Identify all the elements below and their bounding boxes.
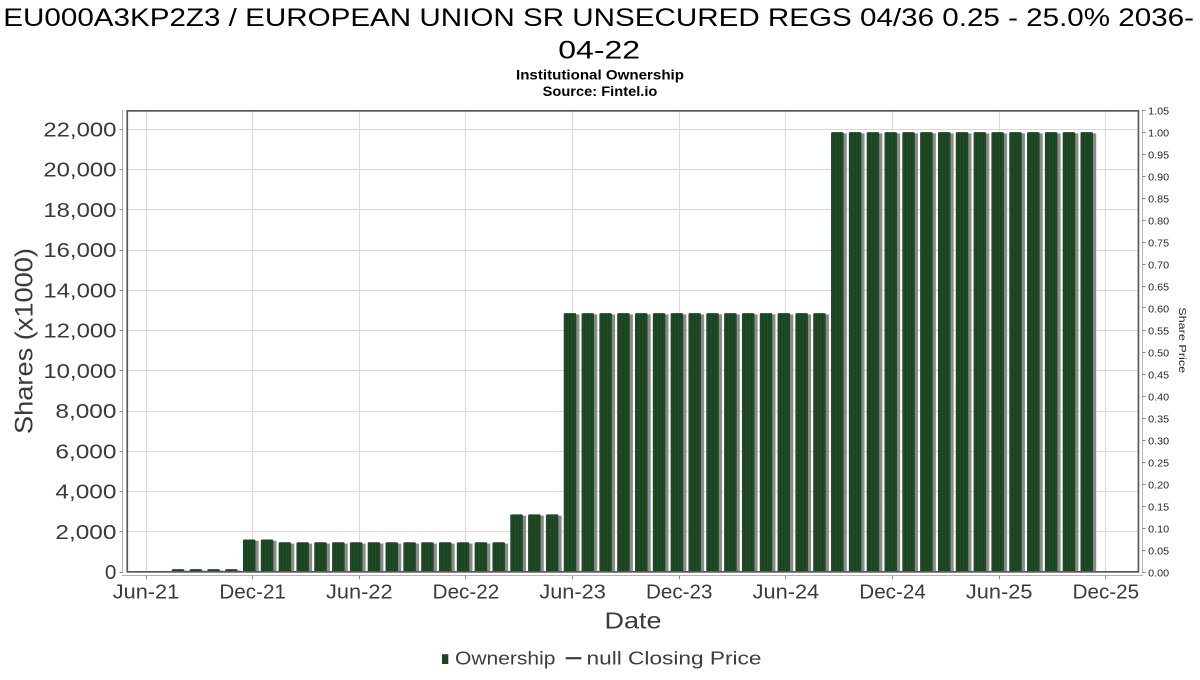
svg-text:0.15: 0.15 xyxy=(1148,503,1169,514)
svg-text:16,000: 16,000 xyxy=(43,239,116,262)
svg-text:0.90: 0.90 xyxy=(1148,173,1169,184)
svg-text:1.00: 1.00 xyxy=(1148,129,1169,140)
svg-text:0.50: 0.50 xyxy=(1148,349,1169,360)
svg-text:0.00: 0.00 xyxy=(1148,569,1169,580)
svg-text:14,000: 14,000 xyxy=(43,279,116,302)
svg-text:0.75: 0.75 xyxy=(1148,239,1169,250)
svg-text:04-22: 04-22 xyxy=(558,36,640,64)
svg-text:0.35: 0.35 xyxy=(1148,415,1169,426)
svg-text:12,000: 12,000 xyxy=(43,320,116,343)
svg-text:10,000: 10,000 xyxy=(43,360,116,383)
svg-text:0.55: 0.55 xyxy=(1148,327,1169,338)
svg-text:null Closing Price: null Closing Price xyxy=(587,648,762,669)
svg-text:Dec-22: Dec-22 xyxy=(433,581,500,604)
svg-text:Jun-25: Jun-25 xyxy=(966,581,1033,604)
svg-text:Jun-23: Jun-23 xyxy=(539,581,606,604)
svg-text:Institutional Ownership: Institutional Ownership xyxy=(516,67,684,82)
svg-text:8,000: 8,000 xyxy=(55,400,116,423)
svg-text:20,000: 20,000 xyxy=(43,159,116,182)
svg-text:18,000: 18,000 xyxy=(43,199,116,222)
svg-text:Dec-21: Dec-21 xyxy=(219,581,286,604)
svg-text:0.85: 0.85 xyxy=(1148,195,1169,206)
svg-text:Jun-22: Jun-22 xyxy=(326,581,393,604)
svg-text:Dec-24: Dec-24 xyxy=(859,581,926,604)
svg-text:Share Price: Share Price xyxy=(1176,307,1188,373)
svg-text:4,000: 4,000 xyxy=(55,481,116,504)
svg-text:0.25: 0.25 xyxy=(1148,459,1169,470)
svg-text:22,000: 22,000 xyxy=(43,119,116,142)
svg-text:0.05: 0.05 xyxy=(1148,547,1169,558)
svg-text:0.80: 0.80 xyxy=(1148,217,1169,228)
svg-text:Date: Date xyxy=(605,608,662,634)
svg-text:0.60: 0.60 xyxy=(1148,305,1169,316)
svg-text:0.10: 0.10 xyxy=(1148,525,1169,536)
svg-text:0.65: 0.65 xyxy=(1148,283,1169,294)
svg-text:Ownership: Ownership xyxy=(455,648,556,669)
svg-text:2,000: 2,000 xyxy=(55,521,116,544)
svg-text:1.05: 1.05 xyxy=(1148,107,1169,118)
svg-text:Jun-21: Jun-21 xyxy=(113,581,180,604)
svg-text:0.70: 0.70 xyxy=(1148,261,1169,272)
svg-text:0.20: 0.20 xyxy=(1148,481,1169,492)
svg-text:0.45: 0.45 xyxy=(1148,371,1169,382)
svg-text:Source: Fintel.io: Source: Fintel.io xyxy=(543,84,658,99)
svg-text:6,000: 6,000 xyxy=(55,440,116,463)
svg-text:0: 0 xyxy=(105,561,117,584)
svg-text:Dec-25: Dec-25 xyxy=(1073,581,1140,604)
svg-text:0.95: 0.95 xyxy=(1148,151,1169,162)
svg-text:0.40: 0.40 xyxy=(1148,393,1169,404)
svg-text:Shares (x1000): Shares (x1000) xyxy=(11,248,39,434)
svg-text:Jun-24: Jun-24 xyxy=(753,581,820,604)
svg-text:Dec-23: Dec-23 xyxy=(646,581,713,604)
svg-text:EU000A3KP2Z3 / EUROPEAN UNION: EU000A3KP2Z3 / EUROPEAN UNION SR UNSECUR… xyxy=(3,4,1194,32)
svg-text:0.30: 0.30 xyxy=(1148,437,1169,448)
